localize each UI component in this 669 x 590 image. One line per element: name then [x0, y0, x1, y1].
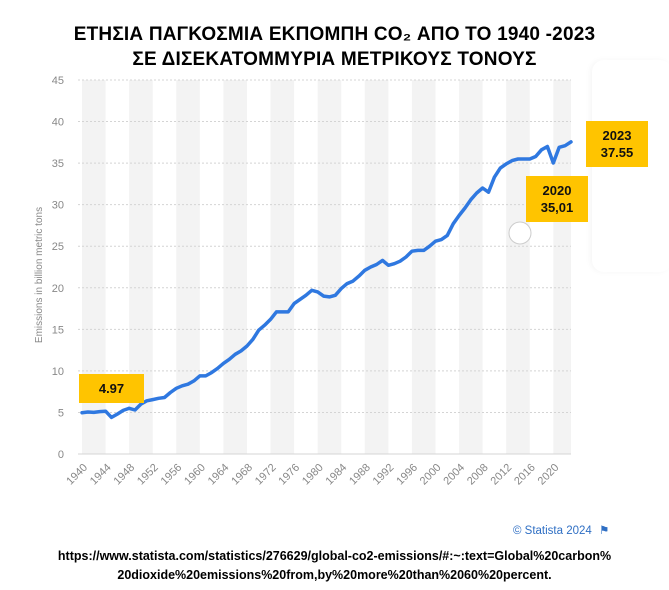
hover-marker[interactable]: [508, 221, 532, 245]
background-band: [82, 80, 106, 454]
x-tick-label: 1976: [276, 462, 302, 488]
background-band: [317, 80, 342, 454]
x-tick-label: 1960: [182, 462, 208, 488]
y-tick-label: 35: [52, 158, 64, 170]
background-band: [270, 80, 295, 454]
x-tick-label: 1968: [229, 462, 255, 488]
background-band: [411, 80, 436, 454]
y-tick-label: 15: [52, 324, 64, 336]
statista-credit[interactable]: © Statista 2024 ⚑: [513, 523, 609, 537]
y-tick-label: 5: [58, 407, 64, 419]
credit-text[interactable]: © Statista 2024: [513, 525, 592, 537]
y-tick-label: 0: [58, 449, 64, 461]
x-tick-label: 1988: [347, 462, 373, 488]
background-band: [223, 80, 247, 454]
callout-1940-value: 4.97: [98, 381, 125, 396]
chart-title-line2: ΣΕ ΔΙΣΕΚΑΤΟΜΜΥΡΙΑ ΜΕΤΡΙΚΟΥΣ ΤΟΝΟΥΣ: [132, 49, 537, 70]
x-tick-label: 1956: [159, 462, 185, 488]
callout-2020: 2020 35,01: [526, 176, 588, 222]
y-axis-ticks: 0 5 10 15 20 25 30 35 40 45: [52, 75, 64, 461]
x-tick-label: 1952: [135, 462, 161, 488]
x-tick-label: 1992: [371, 462, 397, 488]
y-tick-label: 25: [52, 241, 64, 253]
background-band: [364, 80, 389, 454]
x-tick-label: 1984: [324, 462, 350, 488]
background-band: [129, 80, 153, 454]
series-line[interactable]: [80, 140, 573, 420]
x-tick-label: 2000: [418, 462, 444, 488]
callout-2023-value: 37.55: [600, 145, 634, 160]
chart-gridlines: [78, 79, 571, 455]
chart-background-bands: [82, 80, 571, 454]
source-url-line2[interactable]: 20dioxide%20emissions%20from,by%20more%2…: [117, 568, 552, 582]
x-tick-label: 1944: [88, 462, 114, 488]
x-tick-label: 1948: [111, 462, 137, 488]
x-tick-label: 1964: [206, 462, 232, 488]
background-band: [176, 80, 200, 454]
callout-2020-value: 35,01: [540, 200, 574, 215]
background-band: [553, 80, 571, 454]
x-tick-label: 1996: [394, 462, 420, 488]
x-tick-label: 2012: [489, 462, 515, 488]
x-tick-label: 2016: [512, 462, 538, 488]
callout-2020-year: 2020: [542, 183, 572, 198]
callout-1940: 4.97: [79, 374, 144, 403]
series-group: [80, 140, 573, 420]
x-tick-label: 2008: [465, 462, 491, 488]
x-tick-label: 2004: [441, 462, 467, 488]
callout-2023-year: 2023: [602, 128, 632, 143]
y-axis-label: Emissions in billion metric tons: [34, 207, 45, 343]
y-tick-label: 40: [52, 117, 64, 129]
flag-icon: ⚑: [599, 525, 610, 537]
y-tick-label: 30: [52, 200, 64, 212]
x-axis-ticks: 1940194419481952195619601964196819721976…: [64, 462, 561, 488]
y-tick-label: 10: [52, 366, 64, 378]
chart-title-line1: ΕΤΗΣΙΑ ΠΑΓΚΟΣΜΙΑ ΕΚΠΟΜΠΗ CO₂ ΑΠΟ ΤΟ 1940…: [73, 24, 596, 45]
x-tick-label: 1940: [64, 462, 90, 488]
x-tick-label: 2020: [536, 462, 562, 488]
x-tick-label: 1980: [300, 462, 326, 488]
callout-2023: 2023 37.55: [586, 121, 648, 167]
y-tick-label: 45: [52, 75, 64, 87]
y-tick-label: 20: [52, 283, 64, 295]
background-band: [506, 80, 530, 454]
x-tick-label: 1972: [253, 462, 279, 488]
source-url-line1[interactable]: https://www.statista.com/statistics/2766…: [57, 549, 612, 563]
background-band: [459, 80, 483, 454]
